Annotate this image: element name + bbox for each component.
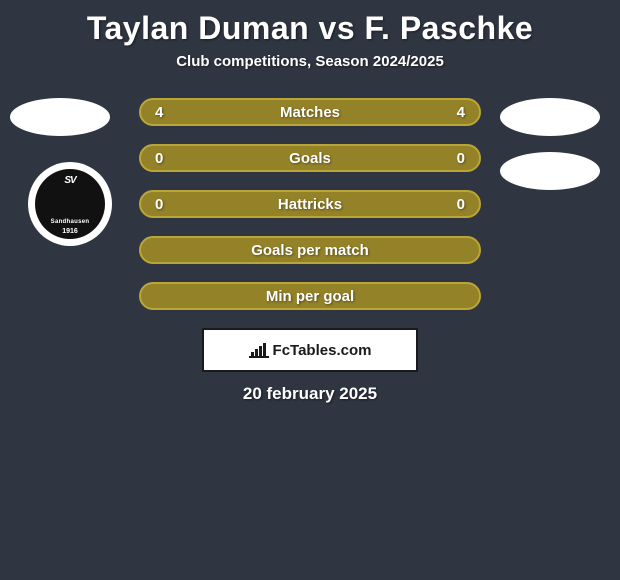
stat-label: Matches xyxy=(280,104,340,121)
stat-label: Min per goal xyxy=(266,288,354,305)
stat-row-hattricks: 0 Hattricks 0 xyxy=(139,190,481,218)
stat-right-value: 4 xyxy=(457,104,465,121)
stats-list: 4 Matches 4 0 Goals 0 0 Hattricks 0 Goal… xyxy=(139,98,481,310)
team-badge-left-2: SV Sandhausen 1916 xyxy=(28,162,112,246)
stat-row-goals-per-match: Goals per match xyxy=(139,236,481,264)
stat-label: Goals xyxy=(289,150,331,167)
team-badge-right-1 xyxy=(500,98,600,136)
brand-logo: FcTables.com xyxy=(249,342,372,359)
sandhausen-badge: SV Sandhausen 1916 xyxy=(35,169,105,239)
badge-year: 1916 xyxy=(62,228,78,235)
badge-club-name: Sandhausen xyxy=(51,219,90,225)
brand-box: FcTables.com xyxy=(202,328,418,372)
comparison-panel: SV Sandhausen 1916 4 Matches 4 0 Goals 0… xyxy=(0,98,620,404)
stat-left-value: 0 xyxy=(155,196,163,213)
stat-row-goals: 0 Goals 0 xyxy=(139,144,481,172)
stat-row-min-per-goal: Min per goal xyxy=(139,282,481,310)
chart-icon xyxy=(249,342,269,358)
stat-left-value: 4 xyxy=(155,104,163,121)
brand-text: FcTables.com xyxy=(273,342,372,359)
badge-initials: SV xyxy=(64,175,75,186)
stat-row-matches: 4 Matches 4 xyxy=(139,98,481,126)
date-text: 20 february 2025 xyxy=(0,384,620,404)
page-title: Taylan Duman vs F. Paschke xyxy=(0,0,620,53)
stat-label: Goals per match xyxy=(251,242,369,259)
stat-right-value: 0 xyxy=(457,196,465,213)
stat-label: Hattricks xyxy=(278,196,342,213)
stat-left-value: 0 xyxy=(155,150,163,167)
subtitle: Club competitions, Season 2024/2025 xyxy=(0,53,620,70)
team-badge-right-2 xyxy=(500,152,600,190)
stat-right-value: 0 xyxy=(457,150,465,167)
team-badge-left-1 xyxy=(10,98,110,136)
